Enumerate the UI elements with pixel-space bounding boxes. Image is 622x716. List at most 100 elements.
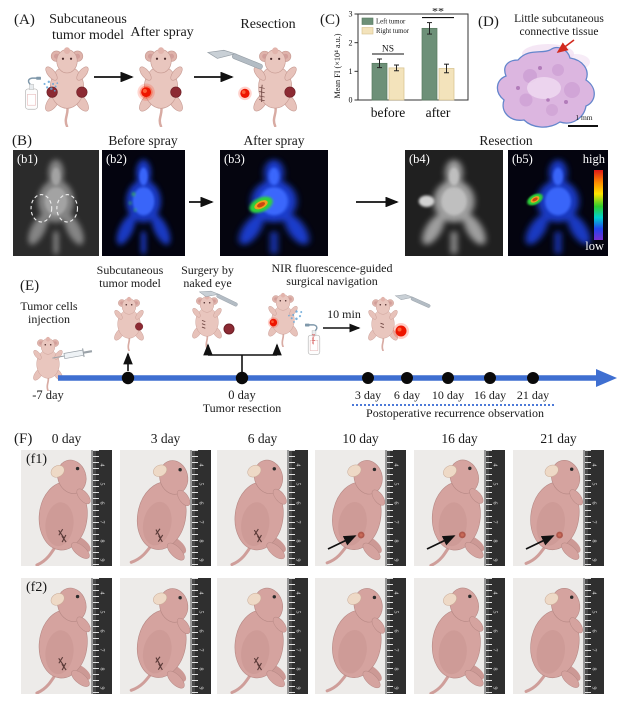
scalebar-line	[568, 125, 598, 127]
timeline-day-label-16-day: 16 day	[473, 388, 507, 402]
timeline-day-label-21-day: 21 day	[516, 388, 550, 402]
day-header-6-day: 6 day	[247, 431, 278, 446]
panel-f-label: (F)	[14, 431, 33, 447]
panel-a-step2-title: After spray	[130, 25, 194, 40]
day-header-16-day: 16 day	[441, 431, 478, 446]
fluorescence-image-b4: (b4)	[405, 150, 503, 256]
bar-left-tumor-before	[371, 62, 388, 101]
recurrence-arrow	[327, 535, 357, 550]
significance-after: **	[432, 8, 444, 18]
timeline-day-label-10-day: 10 day	[431, 388, 465, 402]
day-header-21-day: 21 day	[540, 431, 577, 446]
panel-b-label: (B)	[12, 133, 32, 149]
timeline-zero-caption: Tumor resection	[202, 401, 282, 415]
image-tag: (b3)	[224, 152, 245, 166]
timeline	[58, 343, 617, 387]
scalebar-label: 1 mm	[575, 113, 593, 122]
recurrence-arrow	[525, 535, 555, 550]
bar-left-tumor-after	[421, 27, 438, 101]
svg-text:after: after	[426, 105, 451, 120]
timeline-zero-day: 0 day	[228, 388, 256, 402]
timeline-dot-0	[362, 372, 374, 384]
row-tag: (f1)	[26, 452, 47, 467]
fluorescence-image-b2: (b2)	[102, 150, 185, 256]
scalpel-icon-nir	[394, 290, 431, 312]
mouse-resection	[238, 46, 301, 127]
mouse-photo	[325, 460, 386, 565]
scalpel-icon-surgery	[198, 286, 239, 311]
colorbar	[594, 170, 603, 240]
bracket-0day	[208, 354, 277, 372]
svg-text:2: 2	[349, 38, 353, 47]
fluorescence-image-b5: (b5) high low	[508, 150, 608, 256]
arrow-b1	[189, 197, 214, 207]
colorbar-low-label: low	[585, 239, 604, 253]
timeline-day-label-3-day: 3 day	[354, 388, 382, 402]
panel-b-header-after: After spray	[243, 133, 305, 148]
colorbar-high-label: high	[582, 152, 605, 166]
observation-dotted-line	[352, 404, 554, 406]
panel-d-title: Little subcutaneous connective tissue	[514, 13, 604, 38]
day-header-3-day: 3 day	[150, 431, 181, 446]
panel-b-header-resection: Resection	[479, 133, 533, 148]
label-surgery-naked-eye: Surgery by naked eye	[181, 263, 234, 291]
day-header-0-day: 0 day	[51, 431, 82, 446]
panel-e-label: (E)	[20, 278, 40, 294]
panel-a-step1-title: Subcutaneous tumor model	[49, 12, 127, 43]
panel-b-header-before: Before spray	[108, 133, 178, 148]
mouse-tumor-model	[41, 45, 93, 127]
row-tag: (f2)	[26, 580, 47, 595]
arrow-a1	[94, 72, 134, 82]
recurrence-arrow	[426, 535, 456, 550]
timeline-start-day: -7 day	[32, 388, 64, 402]
excised-tumor-glow	[393, 323, 409, 339]
excised-tumor-dark	[223, 323, 235, 335]
mouse-photo	[129, 460, 191, 564]
spray-mist-icon	[43, 80, 59, 92]
svg-text:Right tumor: Right tumor	[376, 28, 410, 35]
bar-right-tumor-before	[388, 67, 405, 101]
panel-a-label: (A)	[14, 12, 35, 28]
mouse-photo	[325, 588, 386, 693]
mouse-photo	[230, 459, 287, 566]
label-nir-navigation: NIR fluorescence-guided surgical navigat…	[271, 261, 393, 289]
timeline-dot-model	[121, 371, 135, 385]
image-tag: (b4)	[409, 152, 430, 166]
spray-bottle-icon	[24, 76, 42, 110]
day-header-10-day: 10 day	[342, 431, 379, 446]
arrow-b2	[356, 197, 399, 207]
mouse-photo	[429, 587, 485, 694]
dashed-tumor-ellipse-right	[56, 194, 79, 223]
mouse-photo	[524, 588, 583, 693]
label-tumor-cells-injection: Tumor cells injection	[20, 299, 78, 327]
mouse-photo	[35, 459, 91, 566]
mouse-model	[111, 296, 147, 351]
mouse-photo	[230, 587, 287, 694]
dashed-tumor-ellipse-left	[30, 194, 53, 223]
timeline-dot-0day	[235, 371, 249, 385]
image-tag: (b5)	[512, 152, 533, 166]
fluorescence-image-b1: (b1)	[13, 150, 99, 256]
panel-d-label: (D)	[478, 14, 499, 30]
mouse-post-nir-surgery	[365, 296, 401, 351]
arrow-a2	[194, 72, 234, 82]
bar-chart: 0 1 2 3 Mean FI (×10⁴ a.u.) before after NS ** Le…	[332, 4, 472, 130]
mouse-photo	[524, 460, 583, 565]
histology-pointer-arrow	[556, 39, 575, 53]
mouse-photo	[35, 587, 91, 694]
